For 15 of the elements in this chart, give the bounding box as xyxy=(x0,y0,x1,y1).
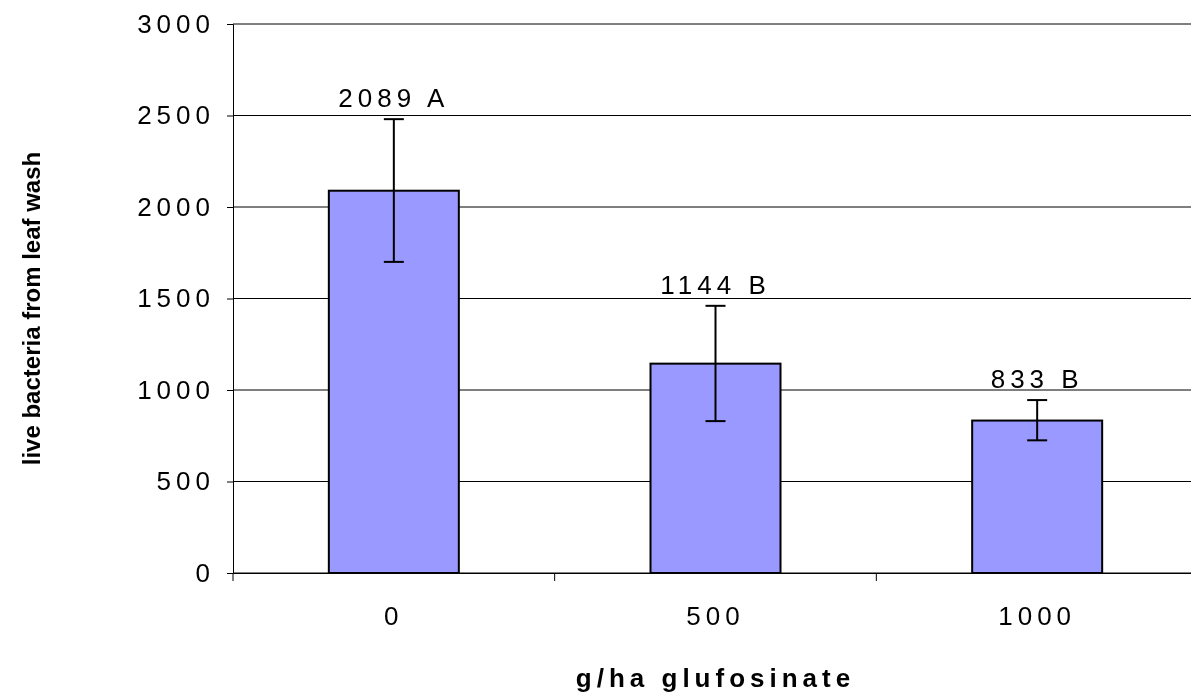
y-tick-label: 1000 xyxy=(137,374,215,405)
data-label: 833 B xyxy=(990,364,1084,395)
x-axis-title: g/ha glufosinate xyxy=(575,663,856,693)
y-tick-label: 2500 xyxy=(137,100,215,131)
y-tick-label: 1500 xyxy=(137,283,215,314)
x-tick-label: 500 xyxy=(686,601,745,632)
y-axis-title: live bacteria from leaf wash xyxy=(18,151,45,466)
data-label: 2089 A xyxy=(338,83,450,114)
data-label: 1144 B xyxy=(660,269,771,300)
y-tick-label: 0 xyxy=(195,557,215,588)
y-tick-label: 2000 xyxy=(137,191,215,222)
y-tick-label: 3000 xyxy=(137,8,215,39)
x-tick-label: 0 xyxy=(384,601,404,632)
x-tick-label: 1000 xyxy=(998,601,1077,632)
y-tick-label: 500 xyxy=(156,466,215,497)
